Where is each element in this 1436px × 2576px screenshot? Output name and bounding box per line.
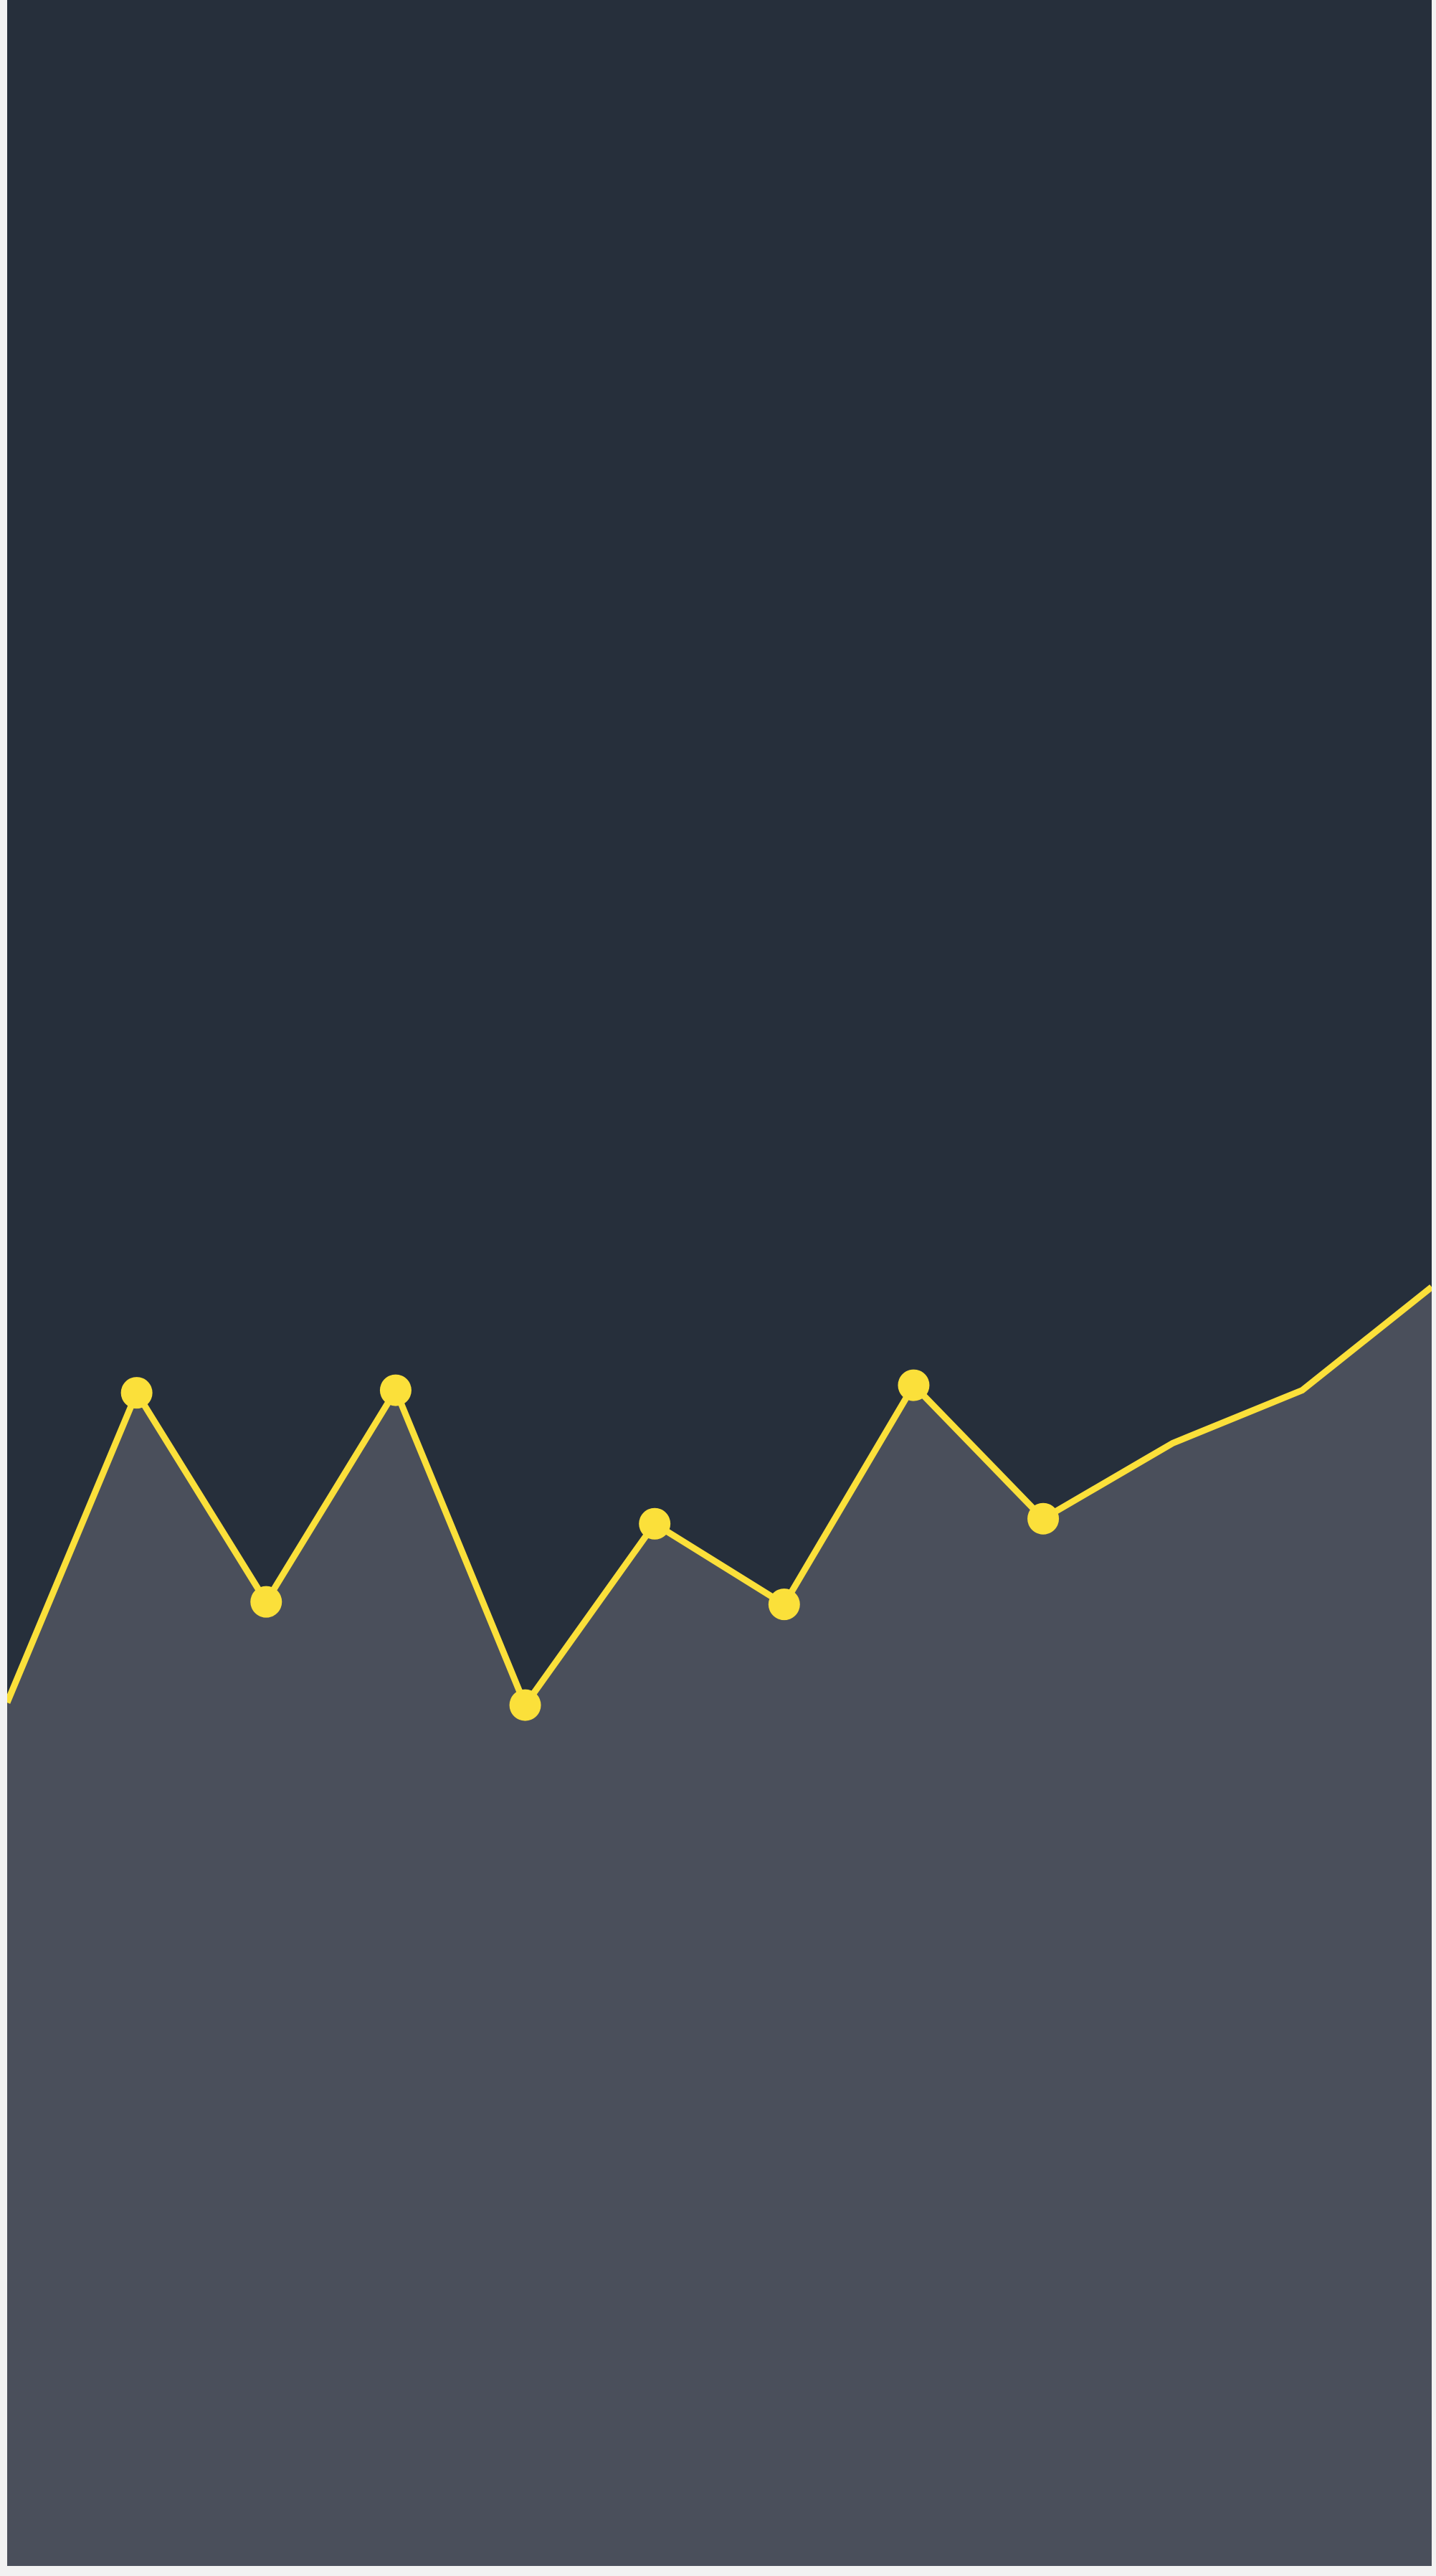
- area-fill-layer: [7, 1287, 1432, 2566]
- area-chart: [7, 1284, 1432, 2566]
- data-point: [120, 1377, 153, 1409]
- data-point: [768, 1588, 800, 1621]
- series-area: [7, 1287, 1432, 2566]
- data-point: [1027, 1502, 1060, 1535]
- data-point-layer: [120, 1369, 1060, 1721]
- data-point: [250, 1586, 282, 1618]
- chart-panel: [7, 0, 1432, 2566]
- data-point: [509, 1689, 541, 1721]
- data-point: [379, 1374, 412, 1406]
- data-point: [639, 1507, 671, 1540]
- series-line: [7, 1284, 1432, 1712]
- data-point: [898, 1369, 930, 1401]
- series-line-layer: [7, 1284, 1432, 1712]
